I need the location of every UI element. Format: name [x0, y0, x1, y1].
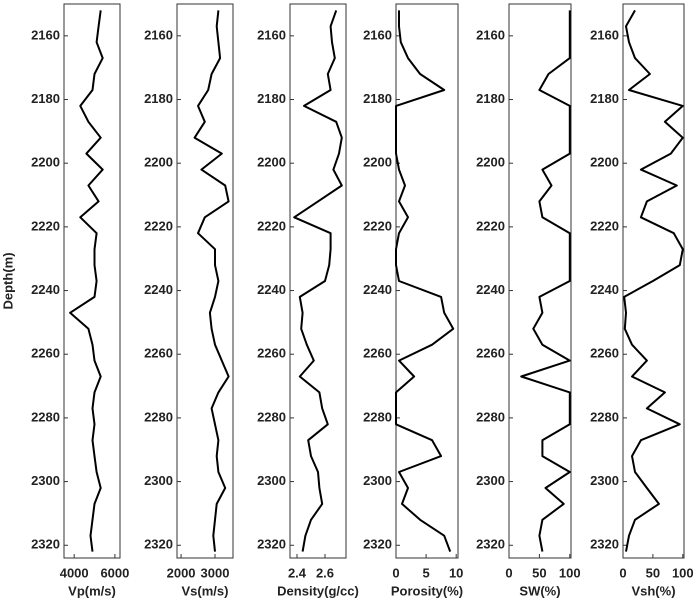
- x-axis-label: Vs(m/s): [182, 583, 229, 598]
- y-tick-label: 2180: [476, 91, 505, 106]
- y-tick-label: 2300: [257, 473, 286, 488]
- y-tick-label: 2300: [590, 473, 619, 488]
- y-tick-label: 2280: [476, 409, 505, 424]
- y-tick-label: 2260: [144, 346, 173, 361]
- y-tick-label: 2260: [257, 346, 286, 361]
- log-curve: [69, 10, 104, 552]
- x-tick-label: 0: [619, 565, 626, 580]
- y-tick-label: 2220: [476, 218, 505, 233]
- y-tick-label: 2180: [363, 91, 392, 106]
- x-tick-label: 2.6: [316, 565, 334, 580]
- y-tick-label: 2300: [144, 473, 173, 488]
- x-tick-label: 0: [505, 565, 512, 580]
- y-tick-label: 2280: [31, 409, 60, 424]
- y-tick-label: 2240: [363, 282, 392, 297]
- y-tick-label: 2180: [590, 91, 619, 106]
- y-tick-label: 2200: [144, 155, 173, 170]
- y-tick-label: 2160: [476, 27, 505, 42]
- y-tick-label: 2240: [144, 282, 173, 297]
- x-tick-label: 0: [392, 565, 399, 580]
- log-curve: [293, 10, 343, 552]
- y-tick-label: 2320: [590, 537, 619, 552]
- x-tick-label: 100: [672, 565, 694, 580]
- y-tick-label: 2180: [257, 91, 286, 106]
- y-tick-label: 2160: [257, 27, 286, 42]
- log-curve: [623, 9, 684, 552]
- log-curve: [395, 10, 455, 552]
- x-tick-label: 50: [532, 565, 546, 580]
- y-tick-label: 2200: [476, 155, 505, 170]
- y-tick-label: 2260: [590, 346, 619, 361]
- x-tick-label: 6000: [100, 565, 129, 580]
- y-tick-label: 2180: [31, 91, 60, 106]
- y-tick-label: 2280: [363, 409, 392, 424]
- y-tick-label: 2200: [590, 155, 619, 170]
- y-axis-label: Depth(m): [0, 252, 15, 309]
- y-tick-label: 2320: [476, 537, 505, 552]
- x-axis-label: Density(g/cc): [277, 583, 359, 598]
- panel-frame: [508, 3, 572, 559]
- y-tick-label: 2200: [257, 155, 286, 170]
- y-tick-label: 2160: [144, 27, 173, 42]
- y-tick-label: 2300: [363, 473, 392, 488]
- y-tick-label: 2320: [257, 537, 286, 552]
- y-tick-label: 2220: [257, 218, 286, 233]
- panel-frame: [63, 3, 121, 559]
- x-tick-label: 5: [422, 565, 429, 580]
- y-tick-label: 2200: [31, 155, 60, 170]
- panel-frame: [289, 3, 347, 559]
- y-tick-label: 2280: [144, 409, 173, 424]
- y-tick-label: 2320: [31, 537, 60, 552]
- y-tick-label: 2240: [590, 282, 619, 297]
- y-tick-label: 2220: [144, 218, 173, 233]
- y-tick-label: 2320: [363, 537, 392, 552]
- x-axis-label: Vsh(%): [631, 583, 675, 598]
- y-tick-label: 2260: [363, 346, 392, 361]
- x-axis-label: Porosity(%): [391, 583, 463, 598]
- y-tick-label: 2160: [363, 27, 392, 42]
- x-tick-label: 10: [449, 565, 463, 580]
- log-curve: [520, 10, 571, 552]
- log-curve: [193, 10, 230, 552]
- y-tick-label: 2280: [257, 409, 286, 424]
- y-tick-label: 2220: [363, 218, 392, 233]
- y-tick-label: 2300: [31, 473, 60, 488]
- y-tick-label: 2200: [363, 155, 392, 170]
- y-tick-label: 2160: [590, 27, 619, 42]
- y-tick-label: 2280: [590, 409, 619, 424]
- x-tick-label: 4000: [60, 565, 89, 580]
- x-axis-label: Vp(m/s): [68, 583, 116, 598]
- y-tick-label: 2220: [590, 218, 619, 233]
- x-tick-label: 100: [559, 565, 581, 580]
- x-tick-label: 3000: [201, 565, 230, 580]
- y-tick-label: 2160: [31, 27, 60, 42]
- y-tick-label: 2260: [476, 346, 505, 361]
- y-tick-label: 2320: [144, 537, 173, 552]
- y-tick-label: 2240: [476, 282, 505, 297]
- y-tick-label: 2260: [31, 346, 60, 361]
- x-tick-label: 50: [646, 565, 660, 580]
- y-tick-label: 2240: [31, 282, 60, 297]
- y-tick-label: 2240: [257, 282, 286, 297]
- y-tick-label: 2180: [144, 91, 173, 106]
- panel-frame: [622, 3, 685, 559]
- y-tick-label: 2300: [476, 473, 505, 488]
- x-tick-label: 2000: [167, 565, 196, 580]
- panel-frame: [395, 3, 459, 559]
- panel-frame: [176, 3, 234, 559]
- x-tick-label: 2.4: [288, 565, 307, 580]
- y-tick-label: 2220: [31, 218, 60, 233]
- x-axis-label: SW(%): [519, 583, 560, 598]
